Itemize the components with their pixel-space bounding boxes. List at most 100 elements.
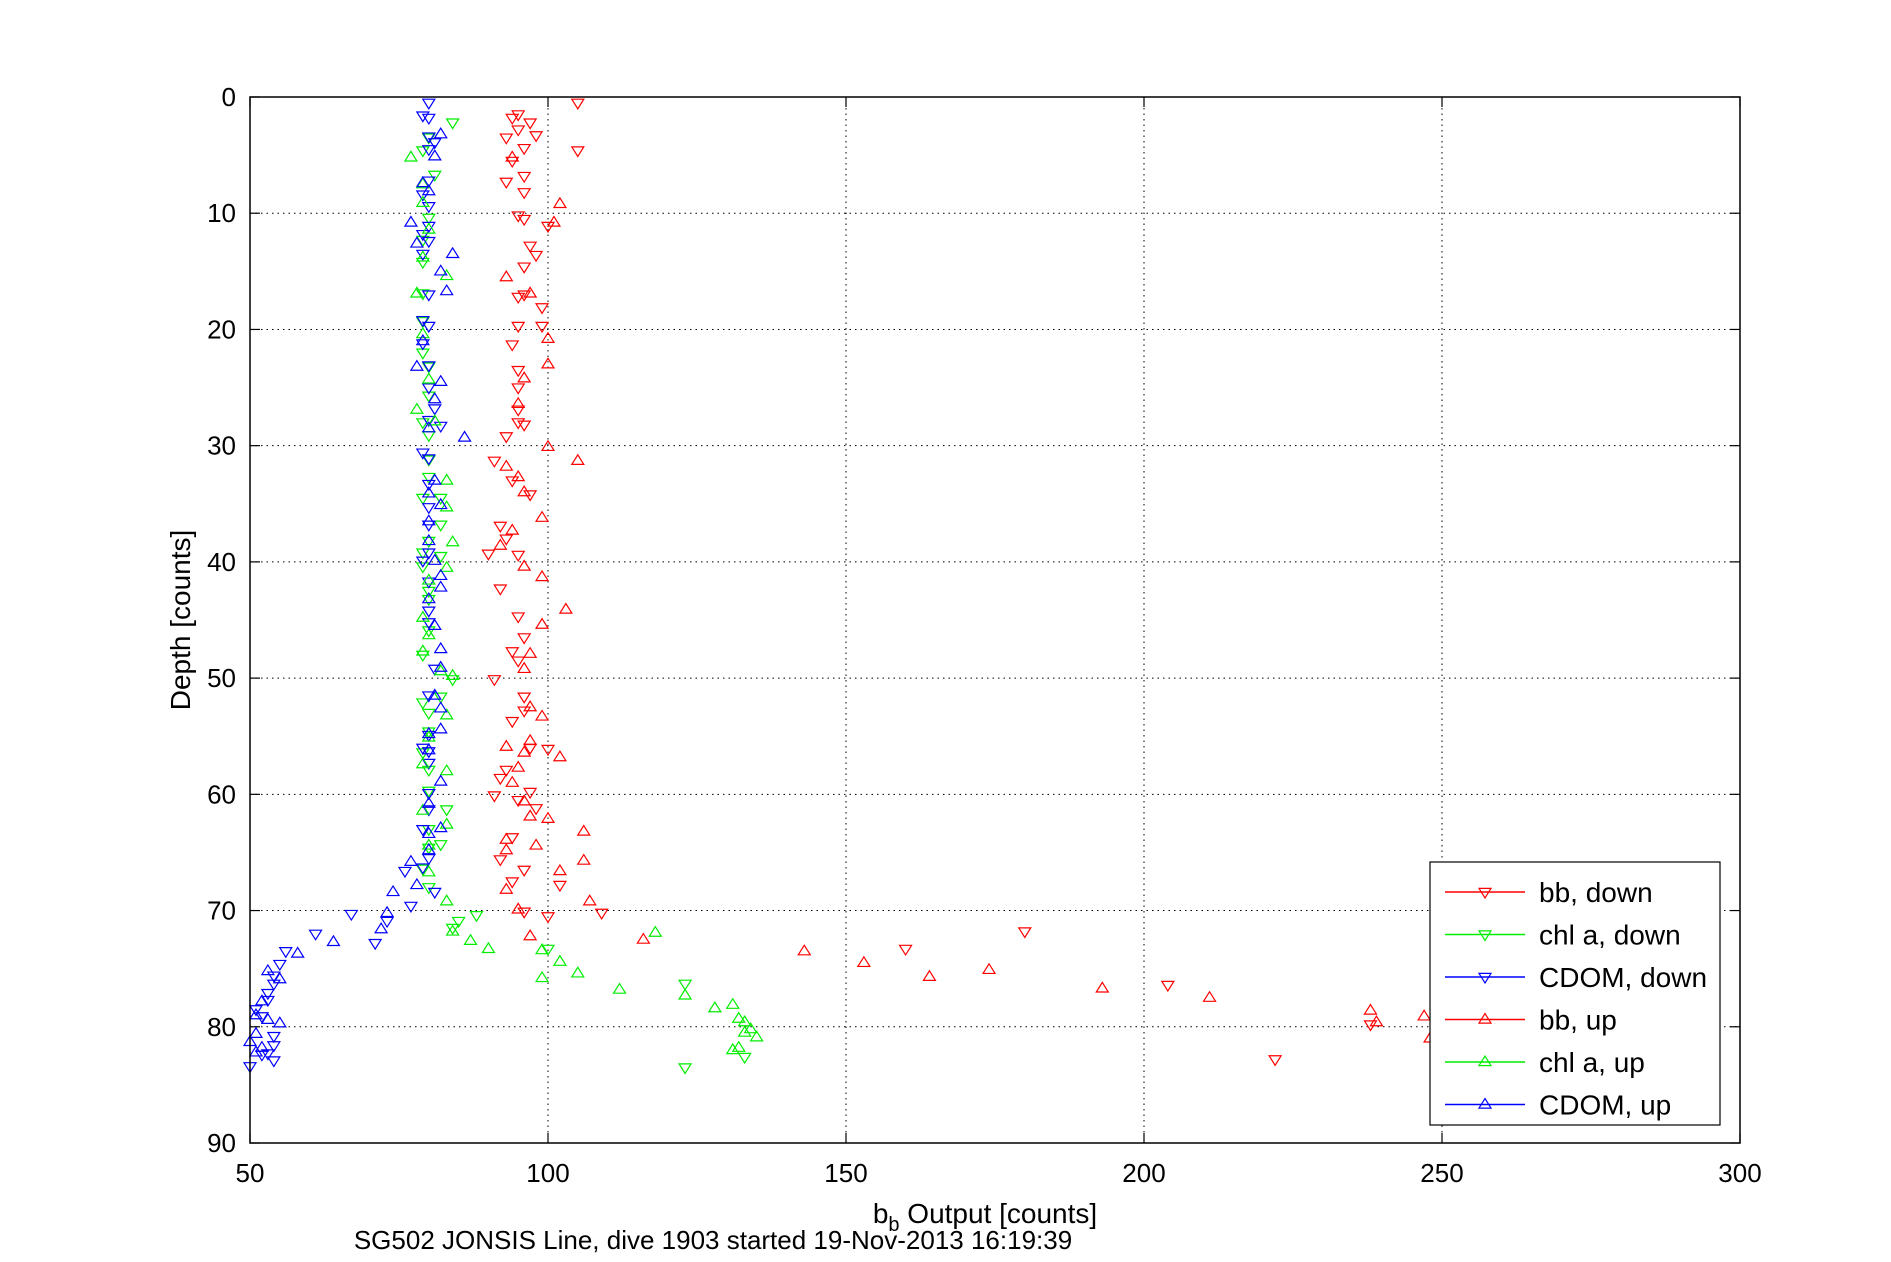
data-point: [415, 333, 430, 346]
data-point: [403, 215, 419, 227]
data-point: [511, 902, 526, 914]
data-point: [523, 733, 538, 746]
x-tick-label: 50: [236, 1158, 265, 1188]
data-point: [278, 947, 293, 959]
data-point: [290, 946, 305, 958]
data-point: [725, 1042, 740, 1055]
data-point: [469, 911, 484, 923]
data-point: [511, 760, 526, 772]
data-point: [576, 824, 591, 836]
data-point: [415, 756, 430, 769]
data-point: [856, 955, 871, 968]
y-tick-label: 70: [207, 896, 236, 926]
data-point: [439, 283, 454, 296]
data-point: [493, 773, 508, 786]
data-point: [731, 1011, 746, 1023]
data-point: [493, 521, 508, 533]
x-tick-label: 100: [526, 1158, 569, 1188]
legend-marker: [1477, 1012, 1493, 1024]
data-point: [534, 617, 550, 629]
data-point: [505, 156, 520, 169]
data-point: [421, 865, 436, 877]
data-point: [421, 796, 436, 808]
data-point: [421, 503, 436, 515]
data-point: [385, 884, 401, 897]
x-tick-label: 150: [824, 1158, 867, 1188]
data-point: [552, 863, 568, 876]
data-point: [415, 562, 430, 574]
data-point: [427, 887, 442, 900]
data-point: [540, 744, 556, 757]
data-point: [266, 1056, 281, 1068]
data-point: [922, 969, 937, 982]
data-point: [421, 743, 436, 755]
data-point: [487, 456, 502, 468]
data-point: [427, 392, 442, 404]
data-point: [403, 854, 419, 866]
data-point: [427, 688, 442, 700]
data-point: [421, 627, 436, 640]
data-point: [421, 372, 436, 384]
data-point: [266, 1041, 281, 1053]
data-point: [397, 866, 413, 879]
data-point: [528, 804, 544, 816]
data-point: [433, 421, 448, 434]
legend-marker: [1477, 887, 1493, 900]
data-point: [439, 894, 454, 906]
data-point: [511, 383, 526, 395]
x-tick-label: 200: [1122, 1158, 1165, 1188]
data-point: [421, 805, 436, 817]
data-point: [421, 383, 436, 395]
data-point: [707, 1001, 722, 1013]
data-point: [445, 246, 460, 259]
data-point: [415, 863, 430, 875]
series-3: [493, 150, 1438, 1043]
data-point: [534, 510, 550, 522]
data-point: [433, 722, 448, 734]
data-point: [451, 916, 466, 929]
data-point: [445, 534, 460, 547]
data-point: [433, 774, 448, 786]
data-point: [576, 853, 591, 865]
data-point: [433, 664, 448, 676]
data-point: [523, 787, 538, 800]
y-tick-label: 20: [207, 314, 236, 344]
legend-box: [1429, 861, 1721, 1126]
data-point: [511, 550, 526, 563]
data-point: [433, 568, 448, 581]
legend-marker: [1477, 972, 1493, 985]
data-point: [528, 838, 544, 850]
data-point: [421, 626, 436, 638]
data-point: [511, 396, 526, 409]
data-point: [368, 938, 383, 951]
data-point: [248, 1005, 264, 1017]
data-point: [266, 979, 281, 991]
data-point: [421, 520, 436, 532]
data-point: [415, 610, 430, 622]
data-point: [517, 171, 532, 184]
data-point: [499, 882, 514, 894]
data-point: [421, 290, 436, 302]
data-point: [517, 706, 532, 718]
data-point: [266, 1031, 281, 1044]
data-point: [433, 497, 448, 510]
data-point: [517, 661, 532, 674]
data-point: [421, 455, 436, 467]
data-point: [421, 838, 436, 850]
data-point: [523, 646, 538, 658]
data-point: [409, 236, 424, 248]
data-point: [427, 170, 442, 183]
data-point: [523, 286, 538, 298]
data-point: [1369, 1014, 1384, 1027]
legend-marker: [1477, 1097, 1493, 1109]
data-point: [433, 840, 448, 852]
data-point: [415, 315, 430, 328]
data-point: [415, 650, 430, 662]
data-point: [409, 877, 424, 890]
data-point: [433, 264, 448, 276]
data-point: [433, 580, 448, 592]
data-point: [379, 916, 395, 929]
data-point: [409, 402, 424, 414]
data-point: [260, 1049, 275, 1061]
data-point: [421, 594, 436, 607]
